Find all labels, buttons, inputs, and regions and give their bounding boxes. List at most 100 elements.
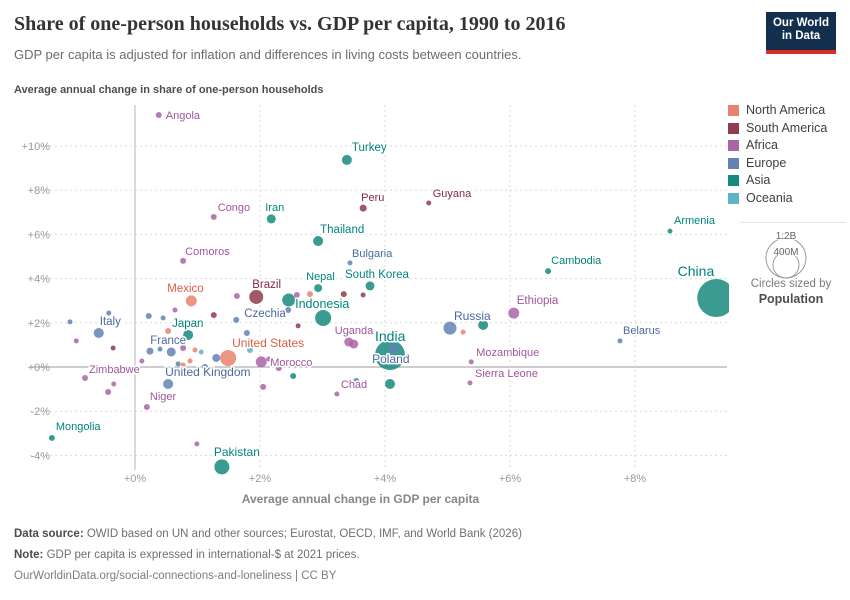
data-point[interactable] [293,291,300,298]
data-point[interactable] [282,293,296,307]
data-point-iran[interactable] [266,214,276,224]
country-label-japan: Japan [172,318,203,330]
legend-item-asia[interactable]: Asia [728,174,850,187]
data-point-pakistan[interactable] [214,459,230,475]
data-point-belarus[interactable] [617,338,623,344]
continent-legend: North America South America Africa Europe As… [728,104,850,209]
data-point-comoros[interactable] [180,257,187,264]
data-point[interactable] [460,329,466,335]
data-point-nepal[interactable] [314,284,323,293]
data-point[interactable] [160,315,166,321]
data-point-bulgaria[interactable] [347,260,353,266]
data-point[interactable] [290,373,297,380]
legend-label-south_america: South America [746,120,828,135]
legend-swatch-asia [728,175,739,186]
y-axis-tick-label: +10% [22,141,51,153]
footer-note-text: GDP per capita is expressed in internati… [43,549,360,561]
data-point[interactable] [266,356,272,362]
data-point-zimbabwe[interactable] [82,375,88,382]
x-axis-tick-label: +6% [499,473,522,485]
data-point-south-korea[interactable] [365,281,375,291]
footer-note: Note: GDP per capita is expressed in int… [14,545,522,566]
data-point[interactable] [385,379,395,390]
data-point-united-kingdom[interactable] [163,379,174,390]
data-point[interactable] [360,292,366,298]
data-point[interactable] [172,307,178,313]
data-point[interactable] [275,365,282,372]
data-point-mexico[interactable] [185,295,197,307]
data-point-france[interactable] [166,347,176,357]
data-point-mozambique[interactable] [468,359,474,365]
data-point-niger[interactable] [143,404,150,411]
data-point[interactable] [233,293,240,300]
data-point-japan[interactable] [183,329,194,340]
data-point-mongolia[interactable] [48,434,55,441]
data-point[interactable] [285,306,292,313]
data-point[interactable] [175,361,181,367]
data-point-russia[interactable] [443,321,457,335]
data-point-indonesia[interactable] [315,309,332,326]
legend-item-oceania[interactable]: Oceania [728,191,850,205]
data-point[interactable] [67,319,73,325]
data-point-chad[interactable] [334,391,340,397]
legend-item-north_america[interactable]: North America [728,104,850,117]
y-axis-tick-label: +2% [28,318,51,330]
data-point[interactable] [73,338,79,344]
data-point[interactable] [198,349,204,355]
data-point[interactable] [247,346,253,353]
scatter-plot: +10% +8% +6% +4% +2% +0% -2% -4% +0% +2% +4% +6% +8%… [22,105,735,506]
data-point[interactable] [145,312,152,319]
data-point[interactable] [349,339,359,349]
data-point[interactable] [105,388,112,395]
data-point[interactable] [210,312,217,319]
footer-citation[interactable]: OurWorldinData.org/social-connections-an… [14,570,337,582]
data-point-morocco[interactable] [255,356,267,368]
legend-item-south_america[interactable]: South America [728,120,850,135]
data-point[interactable] [139,358,145,364]
data-point-ethiopia[interactable] [508,307,520,319]
data-point-brazil[interactable] [249,289,264,304]
data-point[interactable] [106,310,112,316]
data-point-turkey[interactable] [341,154,352,165]
data-point-sierra-leone[interactable] [467,380,473,386]
data-point[interactable] [194,441,200,447]
data-point-cambodia[interactable] [545,268,552,275]
country-label-armenia: Armenia [674,215,716,227]
data-point[interactable] [295,323,301,329]
data-point[interactable] [340,291,347,298]
data-point[interactable] [157,346,163,352]
data-point-italy[interactable] [93,327,104,338]
data-point[interactable] [212,353,221,362]
data-point[interactable] [180,344,187,351]
data-point[interactable] [307,291,313,298]
data-point-czechia[interactable] [233,316,240,323]
data-point[interactable] [110,345,116,351]
data-point[interactable] [165,327,172,334]
data-point-guyana[interactable] [426,200,432,206]
data-point[interactable] [243,329,250,336]
country-label-congo: Congo [218,202,250,214]
data-point-peru[interactable] [359,204,367,212]
data-point-angola[interactable] [155,112,162,119]
data-point-armenia[interactable] [667,228,673,234]
legend-item-africa[interactable]: Africa [728,139,850,152]
legend-swatch-africa [728,140,739,151]
data-point[interactable] [478,320,489,331]
data-point[interactable] [192,347,198,353]
data-point-united-states[interactable] [220,349,237,366]
country-label-sierra-leone: Sierra Leone [475,368,538,380]
legend-item-europe[interactable]: Europe [728,156,850,170]
data-point[interactable] [111,381,117,387]
data-point-china[interactable] [697,279,735,318]
data-point[interactable] [187,358,193,364]
data-point[interactable] [146,347,154,355]
data-point-thailand[interactable] [313,236,324,247]
data-point-congo[interactable] [210,213,217,220]
legend-swatch-south_america [728,122,739,134]
data-point[interactable] [260,383,267,390]
data-point[interactable] [180,362,186,368]
data-point[interactable] [353,377,360,384]
owid-logo[interactable]: Our World in Data [766,12,836,54]
data-point-poland[interactable] [388,344,399,355]
data-point[interactable] [202,364,208,370]
